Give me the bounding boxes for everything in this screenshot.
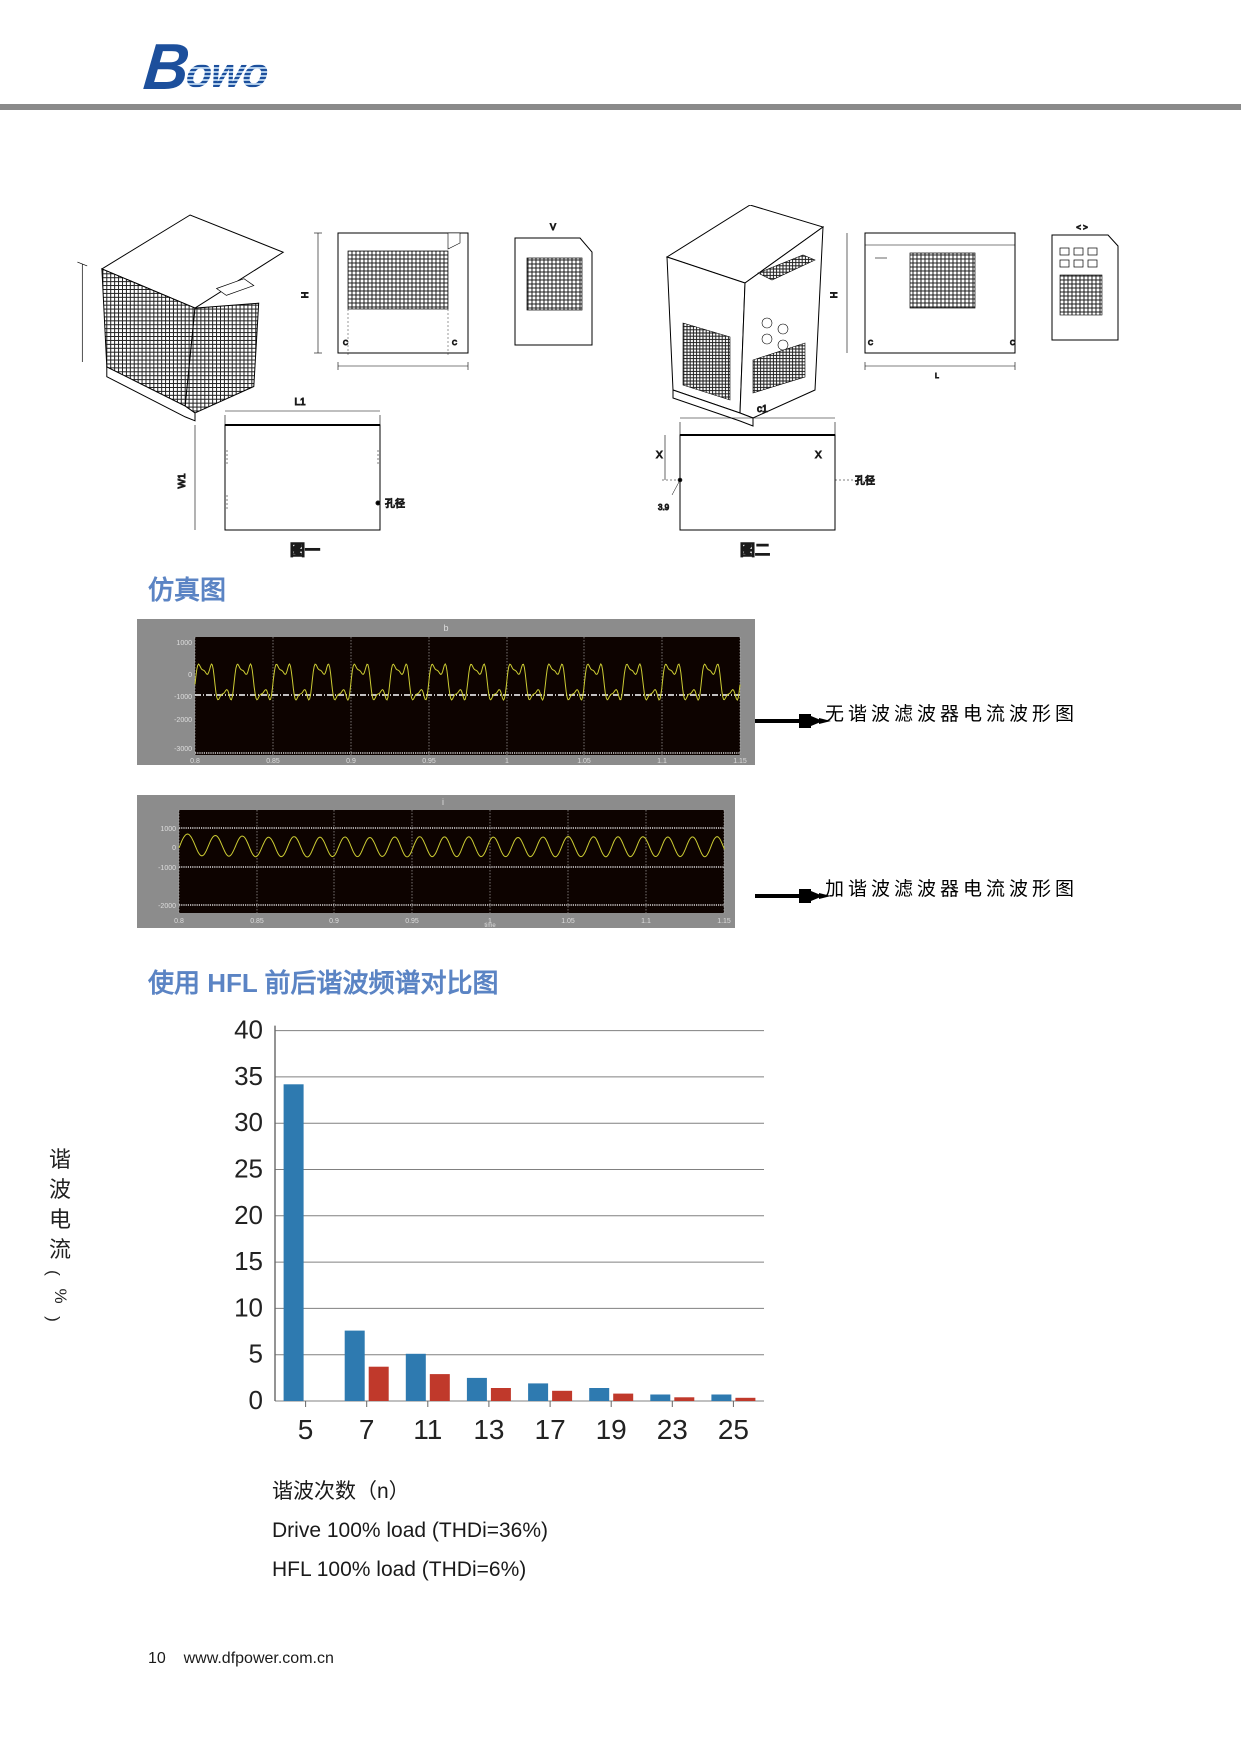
svg-text:-2000: -2000 (174, 717, 192, 724)
svg-text:10: 10 (234, 1292, 263, 1322)
svg-text:b: b (443, 623, 448, 633)
svg-text:-1000: -1000 (158, 865, 176, 872)
svg-text:13: 13 (473, 1414, 504, 1445)
svg-text:1000: 1000 (160, 826, 176, 833)
svg-text:1000: 1000 (176, 640, 192, 647)
svg-text:L1: L1 (294, 397, 306, 408)
svg-text:19: 19 (596, 1414, 627, 1445)
svg-text:30: 30 (234, 1107, 263, 1137)
svg-text:H: H (829, 292, 839, 299)
svg-text:V: V (550, 222, 556, 232)
svg-text:5: 5 (298, 1414, 314, 1445)
svg-text:40: 40 (234, 1015, 263, 1045)
svg-text:0: 0 (172, 845, 176, 852)
svg-text:0: 0 (188, 672, 192, 679)
svg-text:L: L (935, 373, 939, 380)
svg-text:< >: < > (1076, 223, 1088, 232)
svg-text:图一: 图一 (290, 542, 320, 559)
svg-text:-3000: -3000 (174, 746, 192, 753)
svg-text:C: C (868, 340, 873, 347)
svg-text:孔径: 孔径 (385, 497, 405, 510)
svg-text:0.85: 0.85 (266, 758, 280, 765)
svg-text:7: 7 (359, 1414, 375, 1445)
svg-text:20: 20 (234, 1200, 263, 1230)
svg-text:1.1: 1.1 (657, 758, 667, 765)
svg-text:1.15: 1.15 (717, 918, 731, 925)
svg-text:11: 11 (413, 1414, 442, 1445)
svg-text:5: 5 (249, 1339, 263, 1369)
svg-text:1: 1 (505, 758, 509, 765)
svg-text:-1000: -1000 (174, 694, 192, 701)
svg-text:0.85: 0.85 (250, 918, 264, 925)
svg-text:1.1: 1.1 (641, 918, 651, 925)
svg-text:-2000: -2000 (158, 903, 176, 910)
svg-text:time: time (484, 923, 496, 928)
svg-text:C: C (1010, 340, 1015, 347)
svg-text:23: 23 (657, 1414, 688, 1445)
svg-text:25: 25 (234, 1154, 263, 1184)
svg-text:1.05: 1.05 (561, 918, 575, 925)
svg-text:0.9: 0.9 (346, 758, 356, 765)
svg-text:C: C (452, 340, 457, 347)
svg-text:图二: 图二 (740, 542, 770, 559)
svg-text:0.9: 0.9 (329, 918, 339, 925)
svg-text:H: H (300, 292, 310, 299)
svg-text:W1: W1 (177, 473, 188, 488)
svg-text:X: X (815, 450, 822, 461)
svg-text:3.9: 3.9 (658, 503, 670, 512)
svg-text:X: X (656, 450, 663, 461)
svg-text:1.05: 1.05 (577, 758, 591, 765)
svg-text:0.95: 0.95 (422, 758, 436, 765)
svg-text:0.8: 0.8 (190, 758, 200, 765)
svg-text:1.15: 1.15 (733, 758, 747, 765)
svg-text:25: 25 (718, 1414, 749, 1445)
svg-text:c1: c1 (757, 404, 768, 415)
svg-text:0.95: 0.95 (405, 918, 419, 925)
svg-text:孔径: 孔径 (855, 474, 875, 487)
svg-text:17: 17 (535, 1414, 566, 1445)
svg-text:35: 35 (234, 1061, 263, 1091)
svg-text:0: 0 (249, 1385, 263, 1415)
svg-text:0.8: 0.8 (174, 918, 184, 925)
svg-text:i: i (442, 797, 444, 807)
svg-text:15: 15 (234, 1246, 263, 1276)
svg-text:C: C (343, 340, 348, 347)
